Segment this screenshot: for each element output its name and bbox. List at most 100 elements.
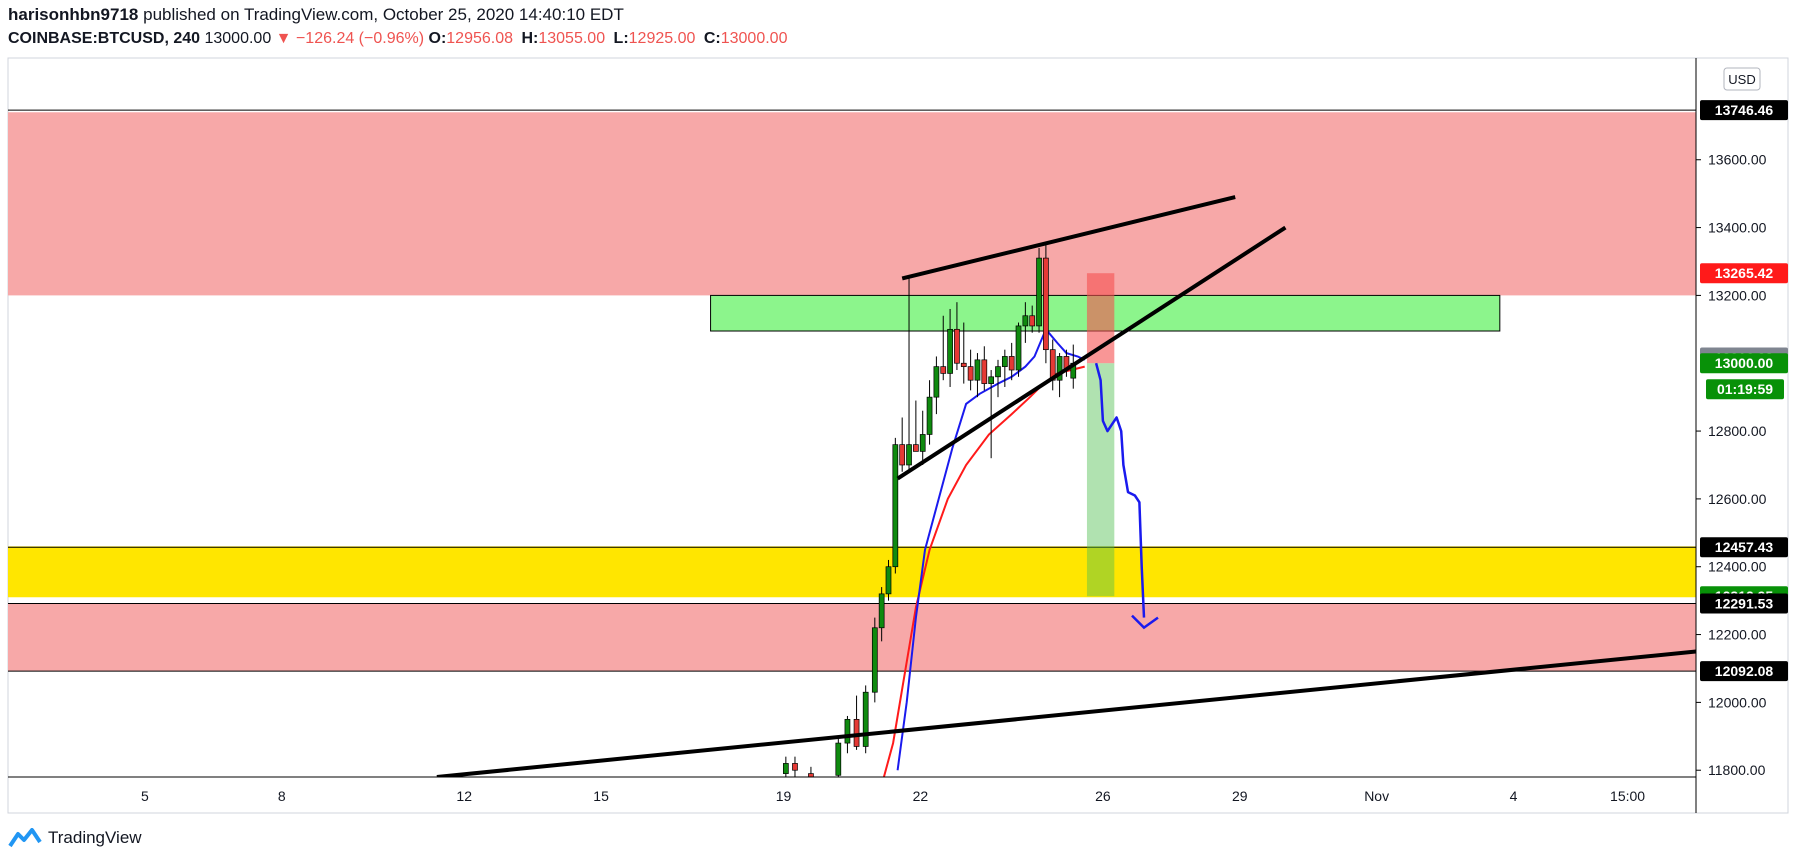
time-tick-label: 4 <box>1510 788 1518 804</box>
tradingview-logo-icon <box>8 828 42 848</box>
high-label: H: <box>521 30 539 47</box>
candle-body <box>782 763 789 774</box>
candle-body <box>808 773 814 777</box>
candle-body <box>1029 315 1036 327</box>
time-tick-label: 15:00 <box>1610 788 1645 804</box>
time-tick-label: 19 <box>776 788 792 804</box>
time-tick-label: Nov <box>1364 788 1389 804</box>
tradingview-brand: TradingView <box>48 828 142 847</box>
candle-body <box>974 359 981 381</box>
price-label-tag <box>1700 661 1788 682</box>
long-support-trendline <box>436 649 1696 777</box>
projection-path <box>1094 362 1146 618</box>
candle-body <box>844 718 851 744</box>
time-tick-label: 15 <box>593 788 609 804</box>
price-label-tag <box>1700 353 1788 374</box>
candle-body <box>954 328 960 364</box>
time-tick-label: 12 <box>456 788 472 804</box>
candle-body <box>981 359 988 384</box>
publish-line: harisonhbn9718 published on TradingView.… <box>8 4 1308 26</box>
price-tick-label: 12600.00 <box>1708 491 1767 507</box>
candle-body <box>899 444 906 466</box>
price-change: ▼ −126.24 (−0.96%) <box>275 30 425 47</box>
price-label-text: 01:19:59 <box>1717 381 1773 397</box>
candle-body <box>792 763 798 771</box>
candle-body <box>913 444 919 452</box>
currency-badge-label: USD <box>1728 72 1755 87</box>
price-tick-label: 12800.00 <box>1708 423 1767 439</box>
open-value: 12956.08 <box>446 30 514 47</box>
candle-body <box>835 742 842 776</box>
time-tick-label: 26 <box>1095 788 1111 804</box>
price-label-tag <box>1700 537 1788 558</box>
candle-body <box>988 376 994 384</box>
candle-body <box>1056 356 1063 381</box>
close-label: C: <box>703 30 721 47</box>
close-value: 13000.00 <box>720 30 788 47</box>
price-label-text: 12291.53 <box>1715 596 1774 612</box>
price-label-text: 12092.08 <box>1715 663 1774 679</box>
price-tick-label: 11800.00 <box>1708 762 1766 778</box>
lower-red-zone <box>8 603 1696 672</box>
price-label-tag <box>1700 593 1788 614</box>
projection-arrow <box>1131 614 1159 630</box>
candle-body <box>853 718 860 747</box>
candle-body <box>871 627 878 693</box>
candle-body <box>947 328 953 374</box>
low-value: 12925.00 <box>628 30 696 47</box>
resistance-zone <box>8 112 1696 296</box>
time-tick-label: 8 <box>278 788 286 804</box>
price-label-text: 13746.46 <box>1715 102 1774 118</box>
rising-support-trendline <box>896 225 1287 481</box>
tradingview-logo[interactable]: TradingView <box>8 826 142 850</box>
candle-body <box>862 691 869 747</box>
candle-body <box>1022 315 1029 327</box>
price-label-tag <box>1700 263 1788 284</box>
candle-body <box>940 366 947 374</box>
candle-body <box>995 366 1001 378</box>
price-tick-label: 13200.00 <box>1708 287 1767 303</box>
price-label-text: 13265.42 <box>1715 265 1774 281</box>
low-label: L: <box>613 30 629 47</box>
plot-area <box>8 109 1696 777</box>
price-tick-label: 12400.00 <box>1708 559 1767 575</box>
last-price: 13000.00 <box>204 30 272 47</box>
open-label: O: <box>428 30 447 47</box>
candle-body <box>906 444 912 466</box>
yellow-support-zone <box>8 546 1696 598</box>
upper-trendline <box>901 195 1236 281</box>
candle-body <box>1008 356 1015 371</box>
author-name[interactable]: harisonhbn9718 <box>8 5 139 24</box>
candle-body <box>919 434 926 452</box>
chart-header: harisonhbn9718 published on TradingView.… <box>8 4 1308 50</box>
price-label-tag <box>1700 100 1788 121</box>
time-tick-label: 5 <box>141 788 149 804</box>
candle-body <box>926 396 933 435</box>
time-tick-label: 22 <box>913 788 929 804</box>
stop-loss-zone <box>1086 273 1115 364</box>
candle-body <box>967 366 974 381</box>
price-label-text: 12457.43 <box>1715 539 1774 555</box>
candle-body <box>1036 257 1042 327</box>
candle-body <box>1001 356 1008 367</box>
currency-badge <box>1723 67 1761 91</box>
price-tick-label: 12200.00 <box>1708 627 1767 643</box>
time-tick-label: 29 <box>1232 788 1248 804</box>
published-text: published on TradingView.com, October 25… <box>143 5 624 24</box>
price-tick-label: 12000.00 <box>1708 694 1767 710</box>
candle-body <box>1015 325 1022 371</box>
candle-body <box>1043 257 1049 351</box>
symbol-label: COINBASE:BTCUSD, 240 <box>8 30 201 47</box>
price-label-text: 13000.00 <box>1715 355 1774 371</box>
symbol-line: COINBASE:BTCUSD, 240 13000.00 ▼ −126.24 … <box>8 28 1308 50</box>
candle-body <box>933 366 940 398</box>
candle-body <box>892 444 899 568</box>
candle-body <box>878 593 885 629</box>
price-tick-label: 13600.00 <box>1708 152 1767 168</box>
price-tick-label: 13400.00 <box>1708 220 1767 236</box>
price-label-tag <box>1706 379 1784 400</box>
high-value: 13055.00 <box>538 30 606 47</box>
candle-body <box>885 566 892 595</box>
candle-body <box>960 362 967 367</box>
